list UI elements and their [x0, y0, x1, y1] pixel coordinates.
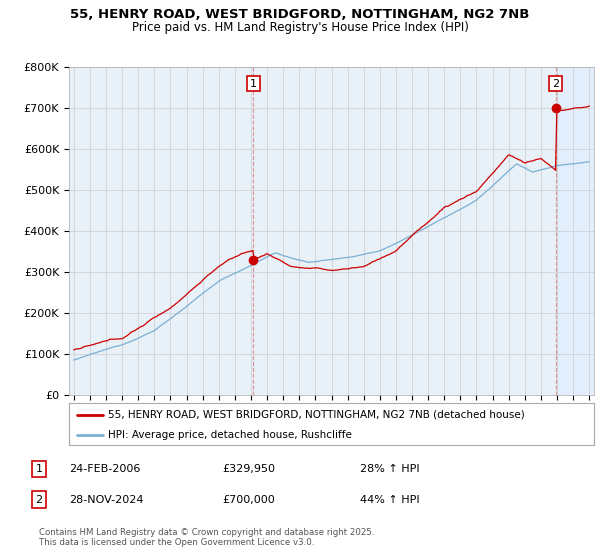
Text: 28% ↑ HPI: 28% ↑ HPI [360, 464, 419, 474]
Text: £700,000: £700,000 [222, 494, 275, 505]
Text: 1: 1 [35, 464, 43, 474]
Text: Contains HM Land Registry data © Crown copyright and database right 2025.
This d: Contains HM Land Registry data © Crown c… [39, 528, 374, 547]
Text: 55, HENRY ROAD, WEST BRIDGFORD, NOTTINGHAM, NG2 7NB (detached house): 55, HENRY ROAD, WEST BRIDGFORD, NOTTINGH… [109, 410, 525, 420]
Bar [556, 67, 594, 395]
Text: 1: 1 [250, 78, 257, 88]
Text: Price paid vs. HM Land Registry's House Price Index (HPI): Price paid vs. HM Land Registry's House … [131, 21, 469, 34]
Text: 24-FEB-2006: 24-FEB-2006 [69, 464, 140, 474]
Text: 55, HENRY ROAD, WEST BRIDGFORD, NOTTINGHAM, NG2 7NB: 55, HENRY ROAD, WEST BRIDGFORD, NOTTINGH… [70, 8, 530, 21]
Text: 28-NOV-2024: 28-NOV-2024 [69, 494, 143, 505]
Text: 44% ↑ HPI: 44% ↑ HPI [360, 494, 419, 505]
Text: £329,950: £329,950 [222, 464, 275, 474]
Text: 2: 2 [552, 78, 559, 88]
Text: HPI: Average price, detached house, Rushcliffe: HPI: Average price, detached house, Rush… [109, 430, 352, 440]
Text: 2: 2 [35, 494, 43, 505]
